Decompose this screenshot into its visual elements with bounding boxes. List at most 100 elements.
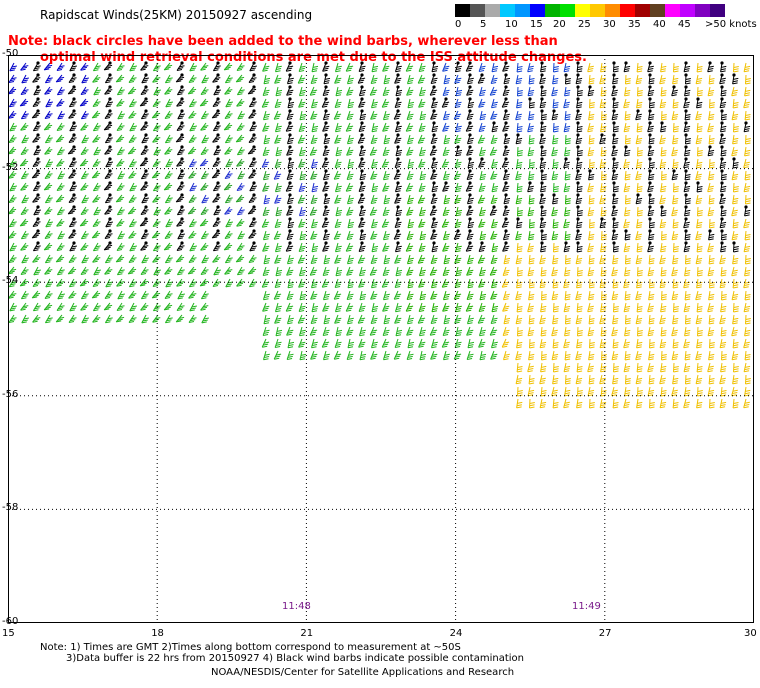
wind-barb	[164, 194, 173, 204]
wind-barb	[68, 217, 77, 228]
wind-barb	[274, 278, 282, 288]
wind-barb	[310, 290, 318, 300]
wind-barb	[647, 85, 655, 97]
wind-barb	[684, 290, 691, 301]
wind-barb	[743, 121, 751, 133]
wind-barb	[467, 133, 474, 145]
wind-barb	[273, 290, 282, 300]
wind-barb	[91, 110, 101, 119]
wind-barb	[636, 302, 643, 313]
wind-barb	[20, 146, 29, 155]
wind-barb	[56, 278, 65, 287]
wind-barb	[92, 302, 101, 312]
wind-barb	[540, 326, 547, 337]
wind-barb	[93, 266, 101, 276]
wind-barb	[334, 254, 342, 264]
wind-barb	[32, 241, 41, 252]
wind-barb	[708, 350, 715, 361]
wind-barb	[189, 302, 197, 312]
wind-barb	[553, 122, 559, 133]
wind-barb	[515, 74, 523, 85]
wind-barb	[274, 314, 282, 324]
wind-barb	[248, 254, 257, 263]
wind-barb	[176, 217, 185, 227]
wind-barb	[334, 218, 342, 228]
wind-barb	[407, 254, 414, 265]
wind-barb	[576, 85, 583, 97]
wind-barb	[176, 266, 185, 276]
wind-barb	[478, 338, 486, 348]
wind-barb	[479, 146, 486, 157]
wind-barb	[224, 110, 233, 119]
wind-barb	[405, 122, 414, 132]
wind-barb	[358, 121, 366, 132]
wind-barb	[68, 133, 77, 143]
wind-barb	[33, 205, 41, 216]
wind-barb	[79, 218, 89, 227]
wind-barb	[455, 302, 462, 313]
wind-barb	[467, 278, 475, 289]
wind-barb	[370, 350, 378, 360]
wind-barb	[565, 314, 571, 325]
wind-barb	[175, 193, 185, 203]
wind-barb	[32, 73, 41, 83]
wind-barb	[683, 157, 690, 169]
wind-barb	[334, 158, 342, 168]
wind-barb	[322, 205, 330, 216]
wind-barb	[564, 350, 571, 361]
wind-barb	[31, 109, 41, 119]
wind-barb	[743, 158, 750, 169]
wind-barb	[732, 157, 739, 169]
wind-barb	[672, 278, 679, 289]
wind-barb	[128, 230, 137, 239]
wind-barb	[273, 230, 282, 240]
wind-barb	[407, 74, 414, 85]
wind-barb	[624, 290, 631, 301]
wind-barb	[103, 241, 113, 251]
wind-barb	[683, 362, 691, 373]
wind-barb	[223, 62, 233, 71]
wind-barb	[467, 157, 475, 169]
wind-barb	[310, 194, 318, 204]
wind-barb	[31, 169, 41, 179]
wind-barb	[527, 181, 534, 193]
wind-barb	[552, 158, 559, 169]
wind-barb	[371, 62, 379, 73]
wind-barb	[636, 362, 643, 373]
wind-barb	[648, 229, 655, 241]
wind-barb	[104, 169, 113, 179]
wind-barb	[382, 326, 390, 336]
wind-barb	[236, 62, 245, 71]
wind-barb	[359, 350, 367, 361]
wind-barb	[32, 133, 41, 143]
wind-barb	[212, 61, 221, 72]
wind-barb	[407, 278, 415, 289]
wind-barb	[466, 290, 474, 300]
wind-barb	[248, 73, 257, 83]
wind-barb	[9, 62, 17, 72]
legend-label: 30	[603, 19, 616, 30]
wind-barb	[588, 254, 595, 265]
wind-barb	[478, 157, 486, 168]
wind-barb	[551, 266, 558, 277]
wind-barb	[601, 170, 607, 181]
wind-barb	[601, 290, 607, 301]
wind-barb	[92, 134, 101, 143]
wind-barb	[455, 266, 463, 277]
wind-barb	[369, 266, 378, 276]
wind-barb	[659, 278, 667, 289]
wind-barb	[635, 290, 642, 301]
wind-barb	[503, 290, 510, 301]
wind-barb	[104, 314, 113, 324]
wind-barb	[563, 62, 571, 73]
wind-barb	[515, 350, 522, 361]
wind-barb	[733, 182, 739, 193]
wind-barb	[599, 278, 607, 289]
wind-barb	[298, 218, 306, 228]
wind-barb	[672, 218, 679, 229]
wind-barb	[611, 326, 618, 337]
wind-barb	[732, 241, 739, 253]
wind-barb	[588, 110, 595, 121]
wind-barb	[442, 242, 450, 252]
wind-barb	[576, 302, 583, 313]
